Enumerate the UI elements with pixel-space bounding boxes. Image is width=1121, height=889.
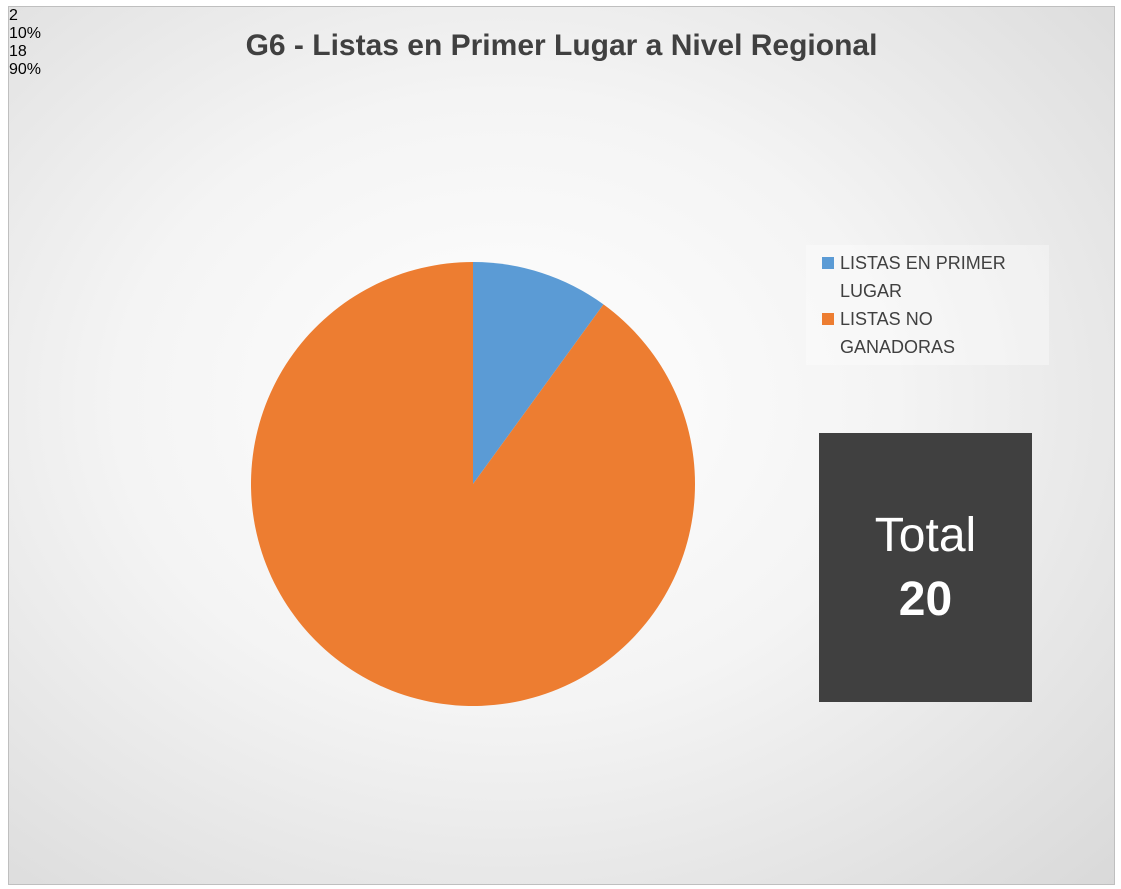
legend-label: LISTAS EN PRIMER LUGAR	[840, 253, 1006, 301]
pie-slice	[473, 262, 604, 484]
legend-swatch	[822, 313, 834, 325]
data-label-percent: 90%	[9, 61, 42, 78]
data-label-value: 18	[9, 43, 27, 60]
total-box: Total 20	[819, 433, 1032, 702]
chart: G6 - Listas en Primer Lugar a Nivel Regi…	[8, 6, 1115, 885]
pie-area	[251, 262, 696, 706]
legend: LISTAS EN PRIMER LUGAR LISTAS NO GANADORA…	[806, 245, 1049, 365]
legend-item: LISTAS NO GANADORAS	[806, 305, 1049, 361]
total-label: Total	[874, 508, 977, 562]
data-label-percent: 10%	[9, 25, 42, 42]
data-label: 18 90%	[9, 43, 1114, 79]
total-value: 20	[898, 572, 953, 626]
legend-swatch	[822, 257, 834, 269]
data-label: 2 10%	[9, 7, 1114, 43]
pie-slice	[251, 262, 696, 706]
data-label-value: 2	[9, 7, 18, 24]
legend-item: LISTAS EN PRIMER LUGAR	[806, 249, 1049, 305]
chart-title: G6 - Listas en Primer Lugar a Nivel Regi…	[245, 29, 878, 62]
legend-label: LISTAS NO GANADORAS	[840, 309, 956, 357]
